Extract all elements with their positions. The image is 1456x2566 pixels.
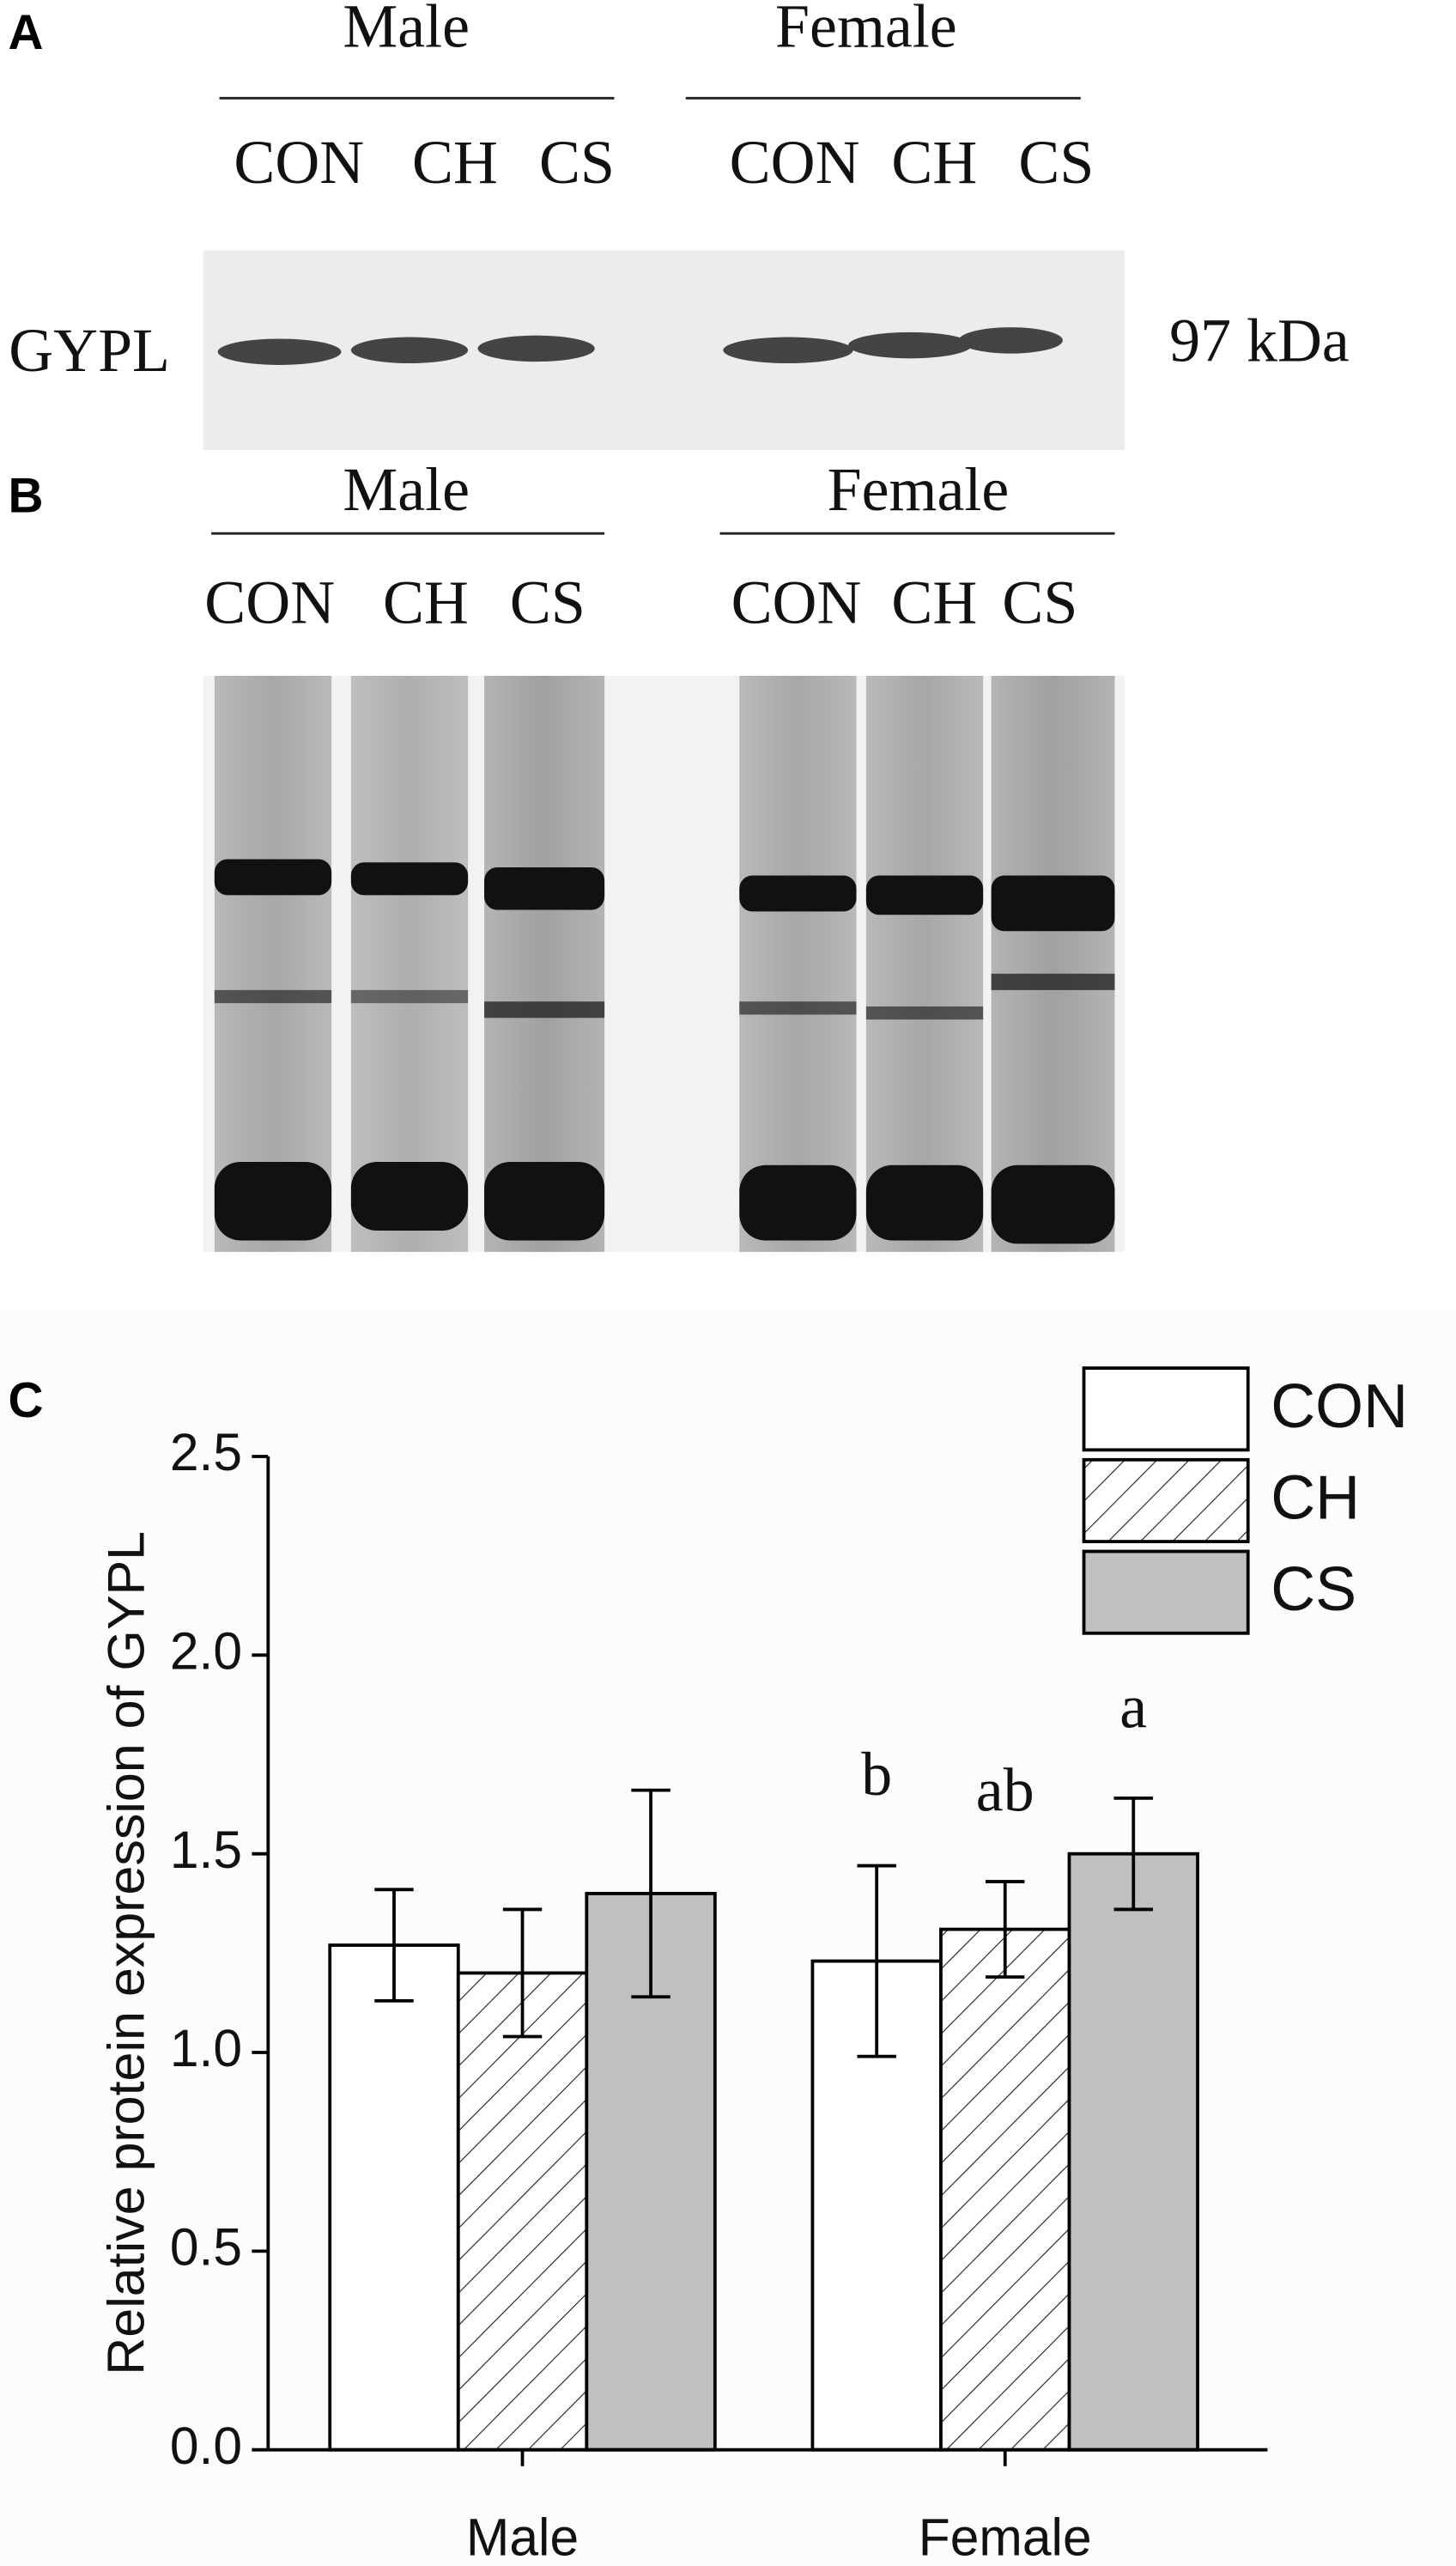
lane-label: CON xyxy=(204,568,335,636)
panel-label: C xyxy=(8,1373,43,1428)
legend-label: CON xyxy=(1271,1372,1408,1441)
y-tick-label: 2.0 xyxy=(170,1621,242,1680)
gel-bands xyxy=(214,859,1115,1244)
y-tick-label: 1.0 xyxy=(170,2019,242,2077)
gel-lanes xyxy=(214,676,1115,1252)
lane-label: CON xyxy=(731,568,862,636)
gel-b xyxy=(203,676,1125,1252)
size-label: 97 kDa xyxy=(1169,306,1350,374)
y-tick-label: 0.5 xyxy=(170,2217,242,2276)
lane-label: CS xyxy=(1018,128,1094,197)
lane-label: CS xyxy=(1002,568,1077,636)
legend-swatch xyxy=(1082,1549,1250,1635)
error-bar xyxy=(986,1880,1025,1979)
error-bar xyxy=(502,1907,543,2039)
protein-label: GYPL xyxy=(9,316,170,385)
significance-letter: b xyxy=(861,1740,892,1809)
bar xyxy=(328,1943,460,2452)
lane-label: CS xyxy=(539,128,615,197)
blot-bands xyxy=(217,327,1063,365)
lane-label: CON xyxy=(234,128,364,197)
group-label: Female xyxy=(775,0,957,61)
error-bar xyxy=(631,1788,670,1999)
significance-letter: ab xyxy=(976,1755,1034,1824)
lane-label: CH xyxy=(412,128,498,197)
x-tick-label: Male xyxy=(466,2508,579,2566)
bar xyxy=(456,1971,589,2452)
bar xyxy=(939,1927,1071,2452)
legend-swatch xyxy=(1082,1457,1250,1543)
y-axis-title: Relative protein expression of GYPL xyxy=(97,1531,155,2375)
x-tick-label: Female xyxy=(919,2508,1092,2566)
panel-label: B xyxy=(8,468,43,523)
legend-label: CS xyxy=(1271,1555,1356,1624)
y-tick-label: 1.5 xyxy=(170,1821,242,1879)
legend-label: CH xyxy=(1271,1463,1360,1532)
error-bar xyxy=(1113,1797,1153,1912)
lane-label: CH xyxy=(383,568,469,636)
lane-label: CH xyxy=(891,128,977,197)
group-label: Male xyxy=(343,0,470,61)
panel-label: A xyxy=(8,5,43,60)
lane-label: CH xyxy=(891,568,977,636)
group-label: Female xyxy=(828,455,1010,524)
group-label: Male xyxy=(343,455,470,524)
lane-label: CON xyxy=(730,128,860,197)
y-tick-label: 0.0 xyxy=(170,2417,242,2475)
error-bar xyxy=(374,1888,414,2003)
significance-letter: a xyxy=(1119,1672,1147,1741)
lane-label: CS xyxy=(510,568,585,636)
legend-swatch xyxy=(1082,1366,1250,1452)
bar xyxy=(1067,1852,1199,2452)
y-tick-label: 2.5 xyxy=(170,1423,242,1481)
error-bar xyxy=(857,1864,896,2058)
